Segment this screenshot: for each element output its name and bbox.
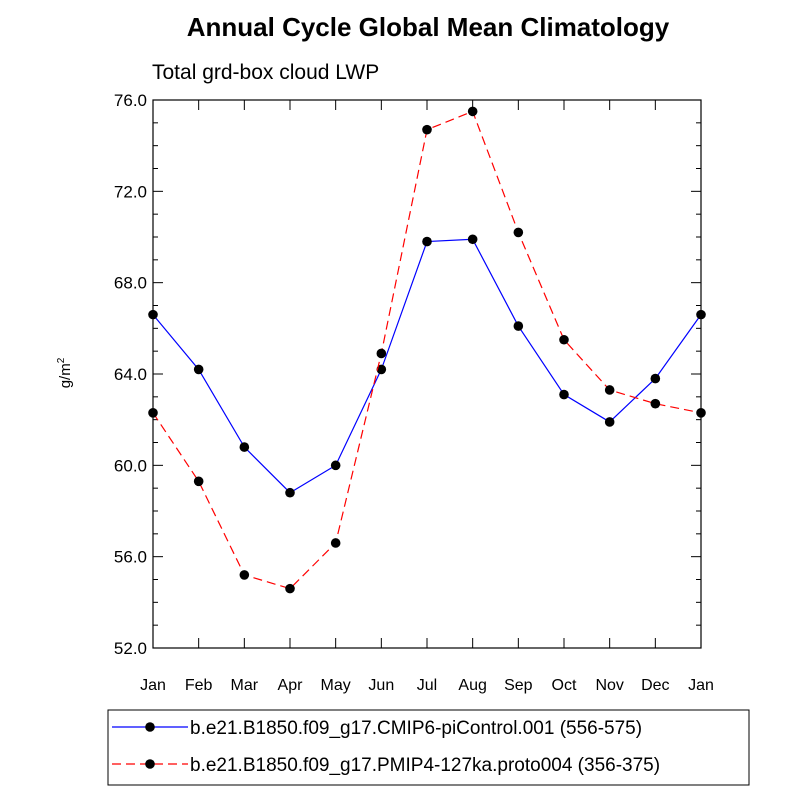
y-tick-label: 56.0: [114, 548, 147, 567]
chart-title: Annual Cycle Global Mean Climatology: [187, 12, 670, 42]
data-point-series-1: [285, 487, 295, 498]
data-point-series-1: [376, 364, 387, 375]
y-tick-label: 72.0: [114, 182, 147, 201]
data-point-series-2: [330, 538, 341, 548]
data-point-series-1: [513, 321, 524, 331]
x-tick-label: Jan: [688, 677, 714, 694]
series-line-2: [152, 110, 702, 590]
x-tick-label: Jul: [417, 677, 437, 694]
x-tick-label: May: [321, 677, 351, 694]
data-point-series-2: [376, 348, 387, 359]
x-tick-label: Aug: [458, 677, 486, 694]
data-point-series-1: [650, 373, 661, 384]
data-point-series-2: [467, 106, 478, 117]
x-tick-label: Feb: [185, 677, 213, 694]
data-point-series-2: [696, 408, 706, 418]
legend-label-2: b.e21.B1850.f09_g17.PMIP4-127ka.proto004…: [190, 755, 660, 776]
legend-label-1: b.e21.B1850.f09_g17.CMIP6-piControl.001 …: [190, 718, 642, 739]
legend-marker-2: [145, 759, 155, 769]
x-tick-label: Jan: [140, 677, 166, 694]
data-point-series-1: [422, 236, 432, 247]
plot-frame: [152, 99, 702, 649]
data-point-series-2: [559, 334, 569, 345]
y-tick-label: 68.0: [114, 274, 147, 293]
data-point-series-2: [148, 408, 158, 418]
data-point-series-2: [239, 570, 250, 580]
data-point-series-1: [467, 234, 478, 245]
x-tick-label: Apr: [278, 677, 304, 694]
x-tick-label: Mar: [231, 677, 259, 694]
data-point-series-2: [604, 385, 615, 395]
x-tick-label: Nov: [595, 677, 623, 694]
x-tick-label: Dec: [641, 677, 669, 694]
data-point-series-2: [650, 398, 661, 409]
data-point-series-2: [285, 583, 295, 594]
y-axis-label-base: g/m: [57, 363, 74, 388]
y-tick-label: 64.0: [114, 365, 147, 384]
x-tick-label: Oct: [552, 677, 577, 694]
data-point-series-2: [513, 227, 524, 238]
data-point-series-1: [559, 389, 569, 400]
data-point-series-2: [422, 124, 432, 135]
data-point-series-1: [148, 309, 158, 320]
data-point-series-2: [193, 476, 204, 487]
data-point-series-1: [604, 417, 615, 427]
y-tick-label: 60.0: [114, 456, 147, 475]
x-tick-label: Sep: [504, 677, 533, 694]
data-point-series-1: [193, 364, 204, 375]
y-tick-label: 76.0: [114, 91, 147, 110]
chart-subtitle: Total grd-box cloud LWP: [152, 61, 379, 84]
data-point-series-1: [239, 442, 250, 452]
data-point-series-1: [330, 460, 341, 471]
series-line-1: [152, 238, 702, 494]
y-axis-label: g/m2: [56, 357, 74, 388]
y-axis-label-superscript: 2: [56, 357, 67, 363]
data-point-series-1: [696, 309, 706, 320]
legend-box: [107, 709, 750, 786]
x-tick-label: Jun: [368, 677, 394, 694]
legend-marker-1: [145, 722, 155, 732]
y-tick-label: 52.0: [114, 639, 147, 658]
